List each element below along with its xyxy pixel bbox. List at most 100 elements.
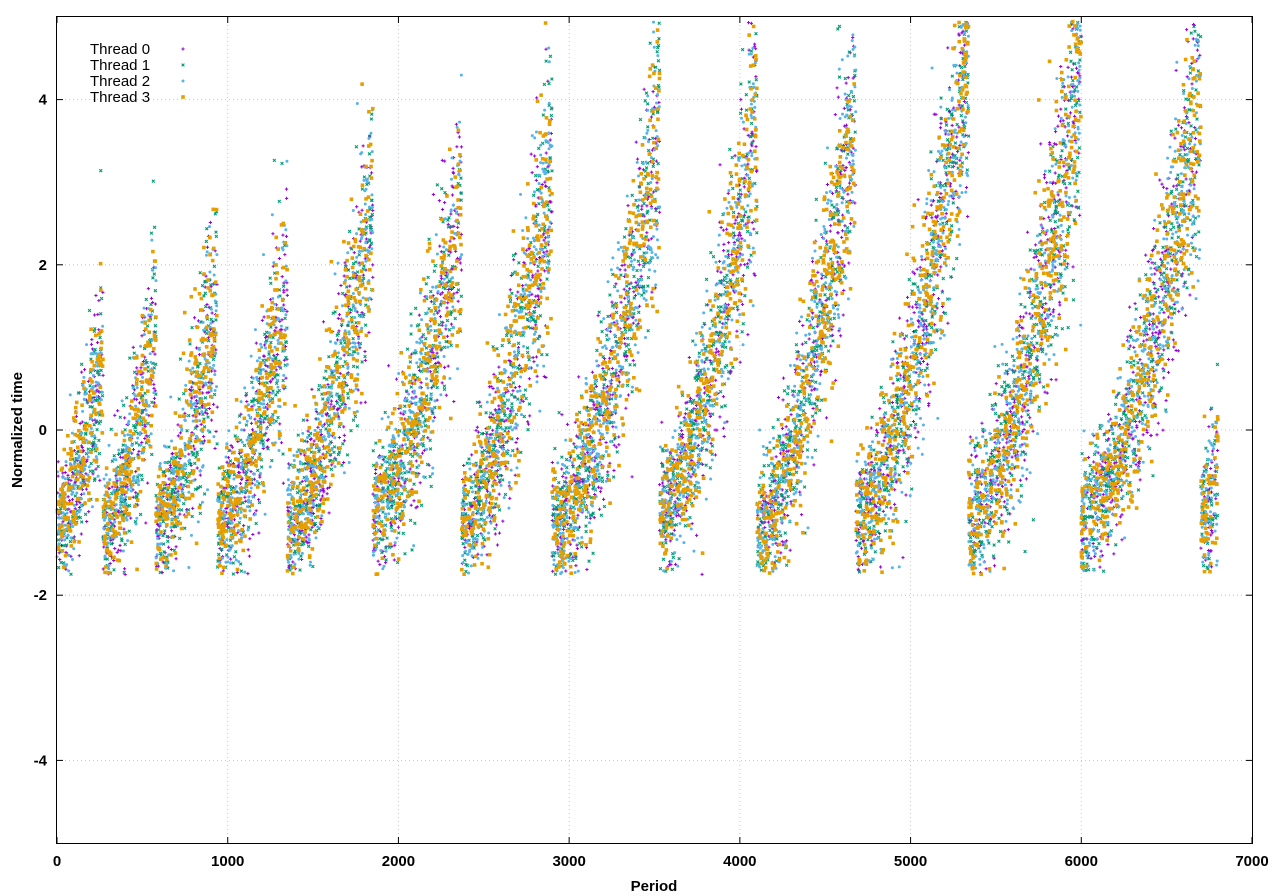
data-point-thread-1 [374, 441, 378, 445]
data-point-thread-1 [435, 183, 440, 187]
data-point-thread-0 [575, 546, 580, 551]
data-point-thread-1 [151, 179, 156, 183]
data-point-thread-0 [746, 262, 750, 266]
data-point-thread-1 [308, 431, 313, 436]
data-point-thread-0 [617, 435, 621, 439]
data-point-thread-1 [302, 439, 307, 443]
data-point-thread-0 [833, 112, 837, 117]
data-point-thread-0 [438, 315, 443, 319]
data-point-thread-0 [983, 521, 987, 525]
data-point-thread-1 [340, 463, 344, 467]
data-point-thread-0 [839, 334, 843, 338]
data-point-thread-1 [212, 264, 217, 269]
data-point-thread-0 [178, 431, 183, 435]
data-point-thread-1 [93, 326, 97, 331]
data-point-thread-0 [243, 495, 247, 499]
data-point-thread-1 [429, 484, 434, 489]
data-point-thread-0 [939, 265, 943, 269]
data-point-thread-0 [1010, 455, 1014, 459]
data-point-thread-1 [140, 477, 144, 482]
data-point-thread-0 [1018, 315, 1023, 319]
data-point-thread-1 [237, 414, 242, 418]
data-point-thread-0 [224, 506, 228, 511]
data-point-thread-0 [722, 249, 726, 253]
data-point-thread-0 [687, 355, 691, 360]
data-point-thread-0 [1044, 301, 1048, 306]
data-point-thread-0 [285, 196, 289, 200]
data-point-thread-1 [92, 329, 97, 334]
data-point-thread-1 [121, 403, 126, 408]
data-point-thread-0 [946, 321, 950, 325]
data-point-thread-0 [1164, 398, 1168, 403]
data-point-thread-0 [927, 383, 931, 387]
data-point-thread-0 [1172, 345, 1176, 349]
data-point-thread-0 [944, 132, 948, 136]
data-point-thread-0 [363, 400, 367, 404]
data-point-thread-0 [451, 166, 455, 170]
data-point-thread-0 [1024, 353, 1028, 357]
data-point-thread-0 [278, 328, 282, 332]
data-point-thread-0 [1192, 183, 1196, 187]
data-point-thread-0 [840, 235, 844, 240]
data-point-thread-0 [262, 420, 266, 424]
data-point-thread-0 [90, 444, 95, 448]
data-point-thread-0 [779, 551, 783, 555]
data-point-thread-1 [267, 352, 271, 356]
data-point-thread-1 [201, 412, 205, 417]
data-point-thread-0 [178, 512, 182, 516]
data-point-thread-1 [424, 394, 429, 398]
data-point-thread-1 [162, 529, 167, 533]
data-point-thread-0 [1021, 315, 1026, 319]
data-point-thread-1 [432, 269, 437, 273]
data-point-thread-1 [146, 365, 150, 369]
data-point-thread-0 [1155, 433, 1159, 437]
data-point-thread-0 [844, 166, 848, 170]
data-point-thread-1 [211, 357, 216, 362]
data-point-thread-0 [913, 426, 917, 430]
data-point-thread-0 [801, 361, 805, 366]
data-point-thread-0 [695, 533, 699, 537]
data-point-thread-0 [1000, 513, 1004, 517]
data-point-thread-1 [145, 324, 150, 328]
data-point-thread-0 [774, 541, 778, 545]
data-point-thread-0 [535, 374, 539, 378]
data-point-thread-1 [258, 430, 263, 434]
data-point-thread-0 [116, 409, 120, 413]
data-point-thread-0 [1064, 248, 1068, 252]
data-point-thread-1 [199, 447, 204, 452]
data-point-thread-0 [1214, 497, 1218, 501]
data-point-thread-0 [1045, 181, 1049, 185]
data-point-thread-0 [1112, 552, 1116, 556]
data-point-thread-0 [113, 546, 117, 551]
data-point-thread-1 [179, 508, 184, 512]
data-point-thread-0 [77, 505, 82, 510]
data-point-thread-1 [185, 429, 189, 433]
data-point-thread-0 [1177, 309, 1181, 313]
data-point-thread-0 [271, 377, 275, 381]
data-point-thread-0 [529, 152, 533, 156]
data-point-thread-0 [1042, 176, 1047, 180]
data-point-thread-0 [387, 364, 391, 368]
data-point-thread-0 [604, 440, 608, 445]
data-point-thread-0 [449, 212, 453, 216]
data-point-thread-0 [311, 511, 316, 516]
data-point-thread-0 [85, 458, 89, 462]
data-point-thread-0 [551, 484, 555, 488]
data-point-thread-0 [123, 416, 127, 420]
data-point-thread-0 [776, 395, 781, 400]
data-point-thread-1 [176, 507, 181, 512]
data-point-thread-0 [984, 567, 988, 571]
data-point-thread-0 [491, 386, 495, 391]
data-point-thread-0 [1036, 259, 1041, 263]
data-point-thread-0 [101, 290, 105, 294]
data-point-thread-0 [905, 319, 909, 323]
data-point-thread-0 [726, 303, 730, 307]
data-point-thread-0 [64, 463, 68, 468]
data-point-thread-0 [551, 569, 555, 573]
data-point-thread-0 [920, 356, 924, 361]
data-point-thread-0 [893, 502, 897, 506]
data-point-thread-0 [1048, 312, 1052, 316]
data-point-thread-0 [240, 477, 244, 482]
data-point-thread-0 [250, 428, 255, 432]
data-point-thread-0 [516, 290, 520, 294]
